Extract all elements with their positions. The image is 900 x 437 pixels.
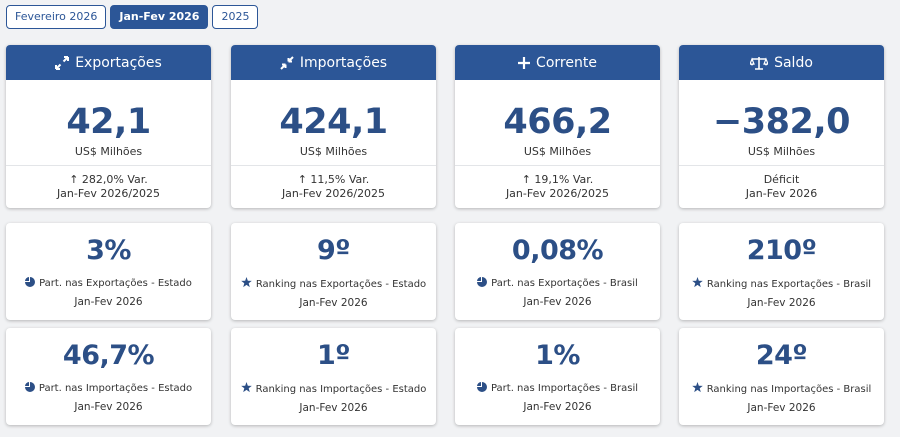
part-importacoes-brasil-card: 1% Part. nas Importações - Brasil Jan-Fe… bbox=[455, 328, 660, 425]
card-period: Jan-Fev 2026 bbox=[745, 187, 818, 200]
stat-label: Ranking nas Importações - Brasil bbox=[706, 383, 872, 395]
card-footer: ↑ 11,5% Var. Jan-Fev 2026/2025 bbox=[231, 166, 436, 201]
ranking-importacoes-brasil-card: 24º Ranking nas Importações - Brasil Jan… bbox=[679, 328, 884, 425]
tab-jan-fev-2026[interactable]: Jan-Fev 2026 bbox=[110, 5, 209, 29]
card-variation: 19,1% Var. bbox=[534, 173, 594, 186]
stat-label: Part. nas Exportações - Brasil bbox=[491, 278, 638, 289]
ranking-exportacoes-estado-card: 9º Ranking nas Exportações - Estado Jan-… bbox=[231, 223, 436, 320]
arrow-up-icon: ↑ bbox=[69, 173, 79, 186]
card-value: 466,2 bbox=[503, 102, 612, 142]
card-unit: US$ Milhões bbox=[523, 145, 592, 158]
stat-label-row: Ranking nas Exportações - Estado bbox=[231, 277, 436, 291]
card-title: Exportações bbox=[75, 54, 162, 71]
stat-value: 1º bbox=[316, 340, 351, 371]
card-status: Déficit bbox=[763, 173, 800, 186]
stat-value: 9º bbox=[316, 235, 351, 266]
divider bbox=[679, 165, 884, 166]
star-icon bbox=[692, 277, 703, 291]
compress-arrows-icon bbox=[280, 55, 294, 70]
card-footer: ↑ 19,1% Var. Jan-Fev 2026/2025 bbox=[455, 166, 660, 201]
card-period: Jan-Fev 2026/2025 bbox=[505, 187, 610, 200]
period-tabs: Fevereiro 2026 Jan-Fev 2026 2025 bbox=[6, 5, 259, 29]
card-period: Jan-Fev 2026/2025 bbox=[281, 187, 386, 200]
part-importacoes-estado-card: 46,7% Part. nas Importações - Estado Jan… bbox=[6, 328, 211, 425]
saldo-card: Saldo −382,0 US$ Milhões Déficit Jan-Fev… bbox=[679, 45, 884, 208]
arrow-up-icon: ↑ bbox=[521, 173, 531, 186]
stat-label-row: Part. nas Exportações - Estado bbox=[6, 277, 211, 290]
stat-date: Jan-Fev 2026 bbox=[523, 296, 592, 308]
importacoes-card-header: Importações bbox=[231, 45, 436, 80]
card-unit: US$ Milhões bbox=[299, 145, 368, 158]
corrente-card-header: Corrente bbox=[455, 45, 660, 80]
saldo-card-header: Saldo bbox=[679, 45, 884, 80]
stat-date: Jan-Fev 2026 bbox=[747, 297, 816, 309]
stat-label: Part. nas Exportações - Estado bbox=[39, 278, 192, 289]
corrente-card: Corrente 466,2 US$ Milhões ↑ 19,1% Var. … bbox=[455, 45, 660, 208]
stat-date: Jan-Fev 2026 bbox=[523, 401, 592, 413]
card-value: −382,0 bbox=[712, 102, 851, 142]
pie-chart-icon bbox=[477, 277, 488, 290]
pie-chart-icon bbox=[25, 277, 36, 290]
card-title: Importações bbox=[299, 54, 388, 71]
divider bbox=[455, 165, 660, 166]
star-icon bbox=[241, 277, 252, 291]
card-footer: ↑ 282,0% Var. Jan-Fev 2026/2025 bbox=[6, 166, 211, 201]
stat-label: Ranking nas Importações - Estado bbox=[255, 383, 427, 395]
card-title: Saldo bbox=[774, 54, 813, 71]
divider bbox=[231, 165, 436, 166]
tab-fevereiro-2026[interactable]: Fevereiro 2026 bbox=[6, 5, 107, 29]
card-footer: Déficit Jan-Fev 2026 bbox=[679, 166, 884, 201]
stat-label: Ranking nas Exportações - Brasil bbox=[706, 278, 872, 290]
expand-arrows-icon bbox=[55, 55, 70, 70]
stat-label-row: Ranking nas Exportações - Brasil bbox=[679, 277, 884, 291]
stat-label-row: Ranking nas Importações - Estado bbox=[231, 382, 436, 396]
stat-value: 46,7% bbox=[62, 340, 155, 371]
stat-date: Jan-Fev 2026 bbox=[747, 402, 816, 414]
card-value: 42,1 bbox=[66, 102, 151, 142]
stat-value: 24º bbox=[755, 340, 808, 371]
plus-icon bbox=[518, 56, 531, 69]
star-icon bbox=[240, 382, 252, 396]
ranking-importacoes-estado-card: 1º Ranking nas Importações - Estado Jan-… bbox=[231, 328, 436, 425]
star-icon bbox=[691, 382, 703, 396]
card-variation: 11,5% Var. bbox=[310, 173, 370, 186]
stat-label: Part. nas Importações - Estado bbox=[38, 383, 193, 394]
importacoes-card: Importações 424,1 US$ Milhões ↑ 11,5% Va… bbox=[231, 45, 436, 208]
stat-date: Jan-Fev 2026 bbox=[299, 297, 368, 309]
stat-label: Part. nas Importações - Brasil bbox=[490, 383, 639, 394]
scale-icon bbox=[750, 56, 769, 70]
stat-date: Jan-Fev 2026 bbox=[74, 296, 143, 308]
part-exportacoes-brasil-card: 0,08% Part. nas Exportações - Brasil Jan… bbox=[455, 223, 660, 320]
arrow-up-icon: ↑ bbox=[297, 173, 307, 186]
card-unit: US$ Milhões bbox=[74, 145, 143, 158]
exportacoes-card-header: Exportações bbox=[6, 45, 211, 80]
stat-date: Jan-Fev 2026 bbox=[299, 402, 368, 414]
stat-label-row: Part. nas Importações - Estado bbox=[6, 382, 211, 395]
stat-label-row: Ranking nas Importações - Brasil bbox=[679, 382, 884, 396]
card-period: Jan-Fev 2026/2025 bbox=[56, 187, 161, 200]
stat-value: 3% bbox=[86, 235, 131, 266]
pie-chart-icon bbox=[476, 382, 487, 395]
stat-label-row: Part. nas Importações - Brasil bbox=[455, 382, 660, 395]
card-unit: US$ Milhões bbox=[747, 145, 816, 158]
divider bbox=[6, 165, 211, 166]
card-value: 424,1 bbox=[279, 102, 388, 142]
ranking-exportacoes-brasil-card: 210º Ranking nas Exportações - Brasil Ja… bbox=[679, 223, 884, 320]
part-exportacoes-estado-card: 3% Part. nas Exportações - Estado Jan-Fe… bbox=[6, 223, 211, 320]
stat-value: 210º bbox=[746, 235, 817, 266]
stat-value: 0,08% bbox=[511, 235, 604, 266]
tab-2025[interactable]: 2025 bbox=[212, 5, 259, 29]
stat-label: Ranking nas Exportações - Estado bbox=[255, 278, 427, 290]
exportacoes-card: Exportações 42,1 US$ Milhões ↑ 282,0% Va… bbox=[6, 45, 211, 208]
stat-value: 1% bbox=[535, 340, 580, 371]
stat-date: Jan-Fev 2026 bbox=[74, 401, 143, 413]
pie-chart-icon bbox=[24, 382, 35, 395]
card-variation: 282,0% Var. bbox=[81, 173, 148, 186]
card-title: Corrente bbox=[536, 54, 597, 71]
stat-label-row: Part. nas Exportações - Brasil bbox=[455, 277, 660, 290]
